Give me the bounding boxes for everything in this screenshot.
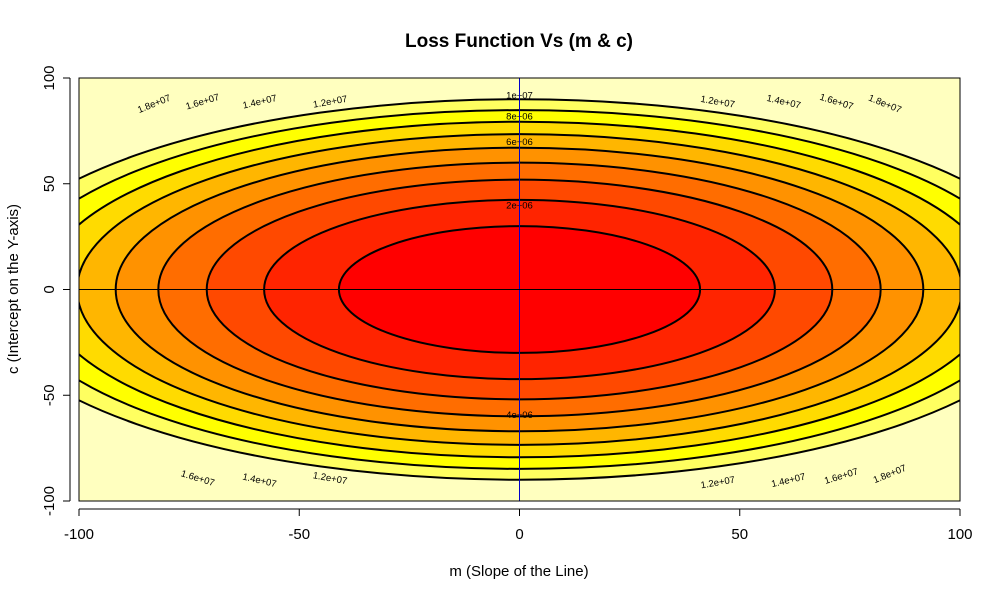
y-axis-label: c (Intercept on the Y-axis)	[5, 204, 22, 374]
y-tick-label: 100	[41, 65, 58, 90]
plot-frame	[78, 77, 961, 502]
y-tick-label: -50	[41, 384, 58, 406]
y-tick-label: -100	[41, 486, 58, 516]
x-tick-label: 100	[947, 526, 972, 543]
x-tick-label: 0	[515, 526, 523, 543]
y-tick-label: 0	[41, 285, 58, 293]
x-tick-label: -50	[288, 526, 310, 543]
x-tick-label: 50	[731, 526, 748, 543]
y-tick-label: 50	[41, 175, 58, 192]
x-tick-label: -100	[64, 526, 94, 543]
reference-lines	[79, 78, 960, 501]
x-axis-label: m (Slope of the Line)	[449, 563, 588, 580]
chart-title: Loss Function Vs (m & c)	[405, 31, 633, 52]
axes: -100 -50 0 50 100 -100 -50 0 50 100	[41, 65, 973, 543]
